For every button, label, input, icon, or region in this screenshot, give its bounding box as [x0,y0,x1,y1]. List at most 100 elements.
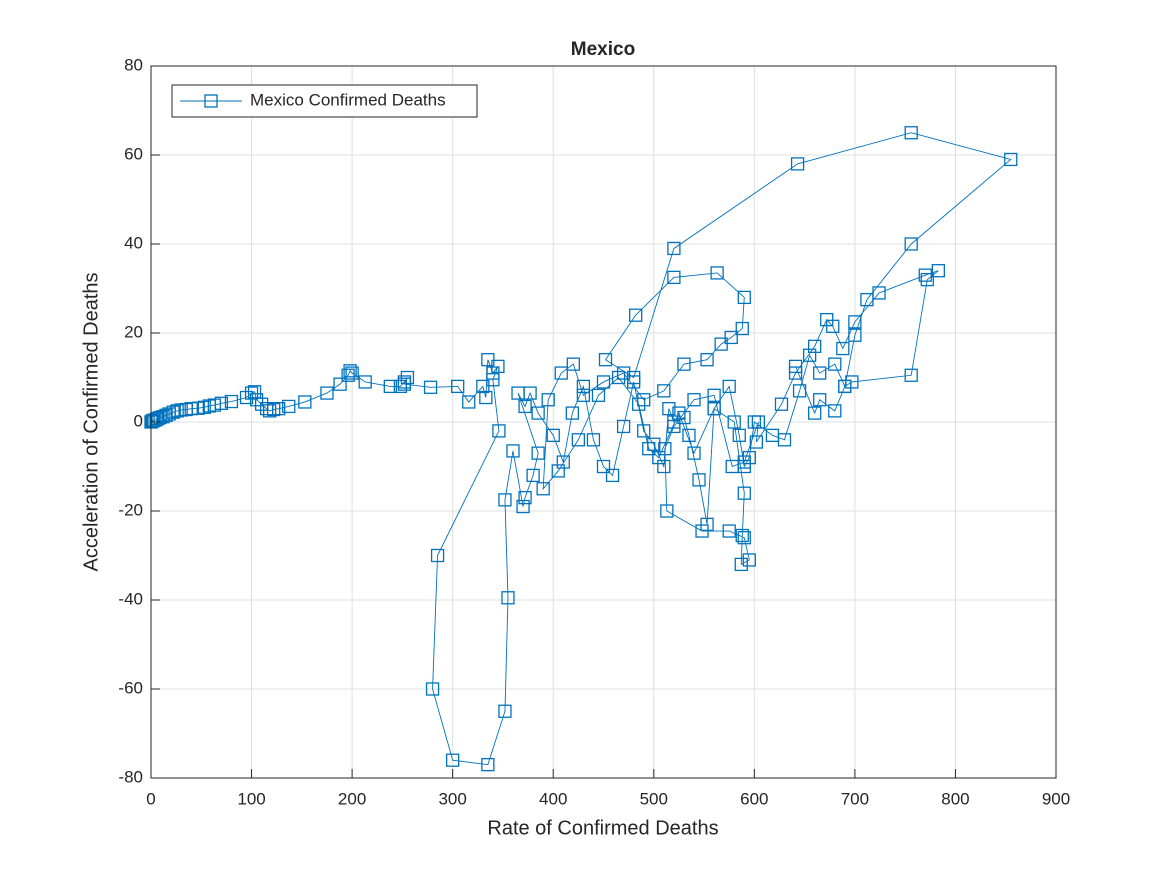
y-tick-label: 80 [124,55,143,74]
data-point [828,404,842,418]
data-point [498,493,512,507]
legend-marker [204,94,218,108]
legend: Mexico Confirmed Deaths [171,84,478,118]
data-point [397,377,412,391]
data-point [792,384,807,398]
data-point [518,490,532,505]
data-point [629,308,643,322]
data-point [492,424,506,438]
data-point [451,379,465,394]
data-point [611,370,626,385]
data-point [667,270,681,285]
data-point [586,433,601,447]
data-point [860,292,874,307]
data-point [423,380,438,394]
data-point [170,404,184,418]
chart-title: Mexico [571,39,635,60]
x-tick-label: 200 [338,789,366,808]
data-point [735,528,749,543]
data-point [571,433,586,447]
x-tick-label: 100 [237,789,265,808]
data-point [184,401,198,416]
data-point [920,272,934,287]
data-point [848,328,862,342]
data-point [576,388,591,402]
data-point [722,524,736,538]
data-point [320,386,334,400]
data-point [904,368,918,382]
data-point [425,682,440,696]
data-point [872,286,886,300]
data-point [749,435,763,449]
data-point [151,411,165,426]
data-point [247,385,262,399]
y-tick-label: -20 [118,500,143,519]
data-point [197,400,211,414]
data-point [788,359,803,374]
data-point [214,396,229,410]
data-point [904,126,918,140]
data-point [692,473,706,487]
x-tick-label: 900 [1042,789,1070,808]
y-tick-label: -40 [118,589,143,608]
data-point [700,353,714,367]
data-point [541,393,555,407]
data-point [224,394,239,409]
data-point [848,315,862,329]
data-point [531,446,545,460]
y-tick-label: -80 [118,767,143,786]
data-point [735,321,749,336]
data-point [632,397,646,411]
data-point [244,386,259,400]
data-point [506,444,520,458]
y-tick-label: -60 [118,678,143,697]
data-point [486,373,500,387]
data-point [742,553,756,567]
data-point [918,268,932,282]
data-point [298,395,312,409]
data-point [700,517,714,531]
data-point [446,753,460,767]
data-point [838,379,852,394]
data-point [802,348,817,362]
data-point [687,446,701,460]
data-point [383,379,397,394]
data-point [657,459,671,474]
data-point [400,370,415,385]
data-point [808,406,822,420]
data-point [476,379,490,394]
data-point [486,366,500,380]
data-point [732,428,746,443]
data-point [596,459,611,474]
data-point [682,428,696,443]
data-point [904,237,918,251]
data-point [931,264,945,278]
ticks: 0 100 200 300 400 500 600 700 800 900-80-60-40-20… [118,55,1070,808]
data-point [724,330,738,345]
data-point [707,401,721,416]
data-point [751,415,766,429]
data-point [660,504,674,518]
data-point [845,375,859,389]
data-point [777,433,792,447]
x-axis-label: Rate of Confirmed Deaths [487,817,718,839]
data-point [737,290,751,305]
x-tick-label: 800 [941,789,969,808]
data-point [536,482,550,496]
data-point [774,397,789,411]
legend-label: Mexico Confirmed Deaths [250,90,446,109]
y-tick-label: 60 [124,144,143,163]
plot [144,126,1018,772]
data-point [788,366,803,380]
data-point [207,398,222,412]
data-point [813,393,827,407]
data-point [516,499,530,514]
data-point [501,591,515,605]
data-point [616,366,631,380]
data-point [566,357,580,371]
data-point [430,548,445,563]
data-point [1004,152,1018,167]
data-point [808,339,822,354]
data-point [707,388,721,402]
data-point [282,399,296,414]
